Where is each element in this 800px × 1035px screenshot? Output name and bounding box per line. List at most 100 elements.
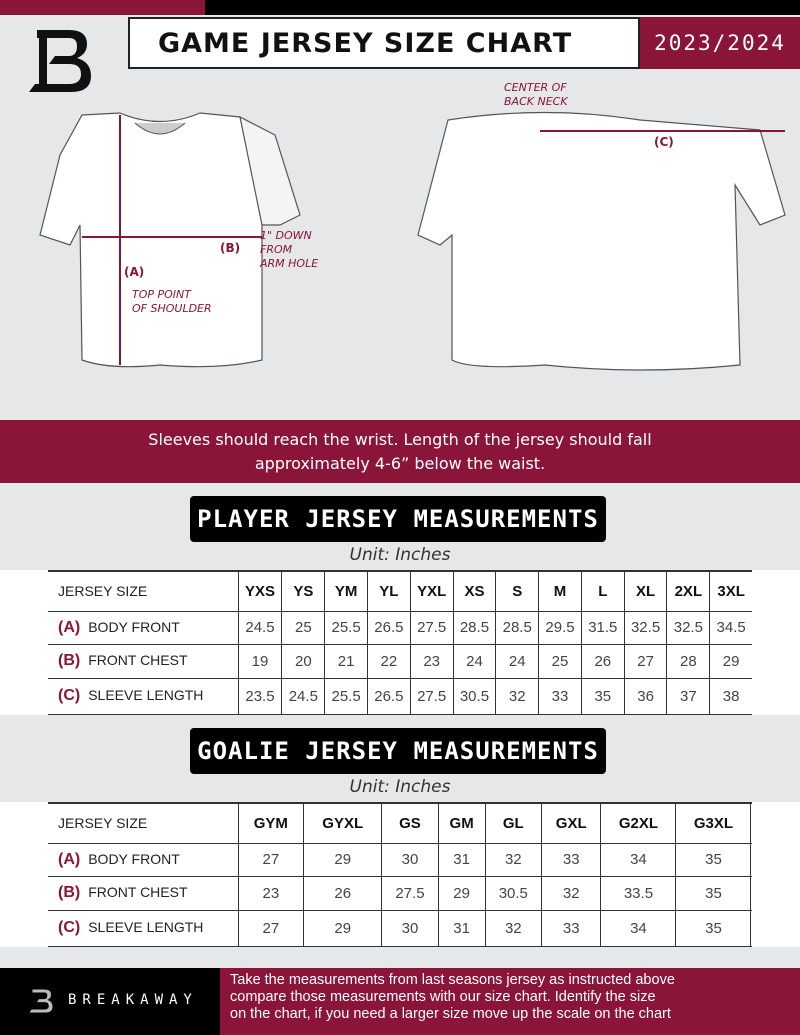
footer-instructions: Take the measurements from last seasons … (220, 968, 800, 1035)
cell-value: 36 (624, 678, 668, 715)
cell-value: 33.5 (600, 876, 677, 911)
row-name: SLEEVE LENGTH (88, 687, 204, 703)
top-accent-bar (0, 0, 205, 15)
size-header: GL (485, 802, 543, 844)
table-row: (B) FRONT CHEST 23 26 27.5 29 30.5 32 33.5 35 (48, 876, 752, 911)
row-code: (C) (58, 687, 81, 704)
cell-value: 31 (438, 910, 486, 947)
header-label: JERSEY SIZE (48, 570, 239, 612)
cell-value: 32 (485, 843, 543, 877)
cell-value: 30.5 (485, 876, 543, 911)
cell-value: 35 (675, 843, 752, 877)
row-code: (A) (58, 850, 81, 868)
cell-value: 28.5 (453, 611, 497, 645)
cell-value: 32 (541, 876, 602, 911)
cell-value: 32 (495, 678, 540, 715)
size-header: GYM (238, 802, 305, 844)
cell-value: 27.5 (410, 678, 454, 715)
note-back-neck: CENTER OF BACK NECK (504, 81, 568, 108)
size-header: GS (381, 802, 439, 844)
cell-value: 29.5 (538, 611, 582, 645)
row-code: (B) (58, 652, 81, 669)
cell-value: 32.5 (666, 611, 711, 645)
size-header: YS (281, 570, 326, 612)
cell-value: 35 (675, 910, 752, 947)
cell-value: 34.5 (709, 611, 752, 645)
page-title: GAME JERSEY SIZE CHART (128, 17, 640, 69)
cell-value: 27.5 (381, 876, 439, 911)
cell-value: 19 (238, 644, 283, 679)
goalie-section-title: GOALIE JERSEY MEASUREMENTS (190, 728, 606, 774)
cell-value: 24.5 (238, 611, 283, 645)
cell-value: 25.5 (324, 611, 368, 645)
cell-value: 21 (324, 644, 368, 679)
size-header: XL (624, 570, 668, 612)
size-header: S (495, 570, 540, 612)
size-header: GXL (541, 802, 602, 844)
cell-value: 25 (281, 611, 326, 645)
row-name: BODY FRONT (88, 850, 180, 867)
breakaway-logo (29, 30, 91, 92)
table-row: (A) BODY FRONT 27 29 30 31 32 33 34 35 (48, 843, 752, 877)
size-header: 3XL (709, 570, 752, 612)
table-row: (C) SLEEVE LENGTH 23.5 24.5 25.5 26.5 27.5 30.5… (48, 678, 752, 715)
instruction-banner: Sleeves should reach the wrist. Length o… (0, 420, 800, 483)
cell-value: 38 (709, 678, 752, 715)
size-header: YL (367, 570, 411, 612)
cell-value: 33 (541, 843, 602, 877)
row-name: FRONT CHEST (88, 884, 188, 900)
size-header: GYXL (303, 802, 383, 844)
row-name: FRONT CHEST (88, 652, 188, 668)
cell-value: 26 (303, 876, 383, 911)
label-c: (C) (654, 135, 674, 149)
cell-value: 30 (381, 843, 439, 877)
cell-value: 29 (303, 843, 383, 877)
table-row: (B) FRONT CHEST 19 20 21 22 23 24 24 25 26 27 28 29 (48, 644, 752, 679)
cell-value: 24 (495, 644, 540, 679)
cell-value: 23.5 (238, 678, 283, 715)
footer-logo (29, 989, 53, 1013)
table-row: (A) BODY FRONT 24.5 25 25.5 26.5 27.5 28.5 28.5 2… (48, 611, 752, 645)
label-b: (B) (220, 241, 241, 255)
label-a: (A) (124, 265, 145, 279)
cell-value: 23 (238, 876, 305, 911)
cell-value: 37 (666, 678, 711, 715)
cell-value: 22 (367, 644, 411, 679)
cell-value: 31 (438, 843, 486, 877)
cell-value: 23 (410, 644, 454, 679)
size-header: YM (324, 570, 368, 612)
row-code: (C) (58, 919, 81, 936)
cell-value: 24 (453, 644, 497, 679)
goalie-unit: Unit: Inches (349, 777, 451, 797)
cell-value: 25 (538, 644, 582, 679)
row-code: (B) (58, 884, 81, 901)
row-code: (A) (58, 618, 81, 636)
player-section-title: PLAYER JERSEY MEASUREMENTS (190, 496, 606, 542)
size-header: G2XL (600, 802, 677, 844)
cell-value: 26.5 (367, 611, 411, 645)
cell-value: 28.5 (495, 611, 540, 645)
cell-value: 29 (438, 876, 486, 911)
cell-value (750, 910, 752, 947)
cell-value: 29 (709, 644, 752, 679)
size-header (750, 802, 752, 844)
jersey-diagram (39, 111, 786, 371)
table-row: (C) SLEEVE LENGTH 27 29 30 31 32 33 34 35 (48, 910, 752, 947)
row-name: BODY FRONT (88, 618, 180, 635)
player-size-table: JERSEY SIZE YXS YS YM YL YXL XS S M L XL 2XL 3XL (A) B… (48, 570, 752, 715)
cell-value: 30 (381, 910, 439, 947)
size-header: XS (453, 570, 497, 612)
cell-value: 27 (238, 843, 305, 877)
cell-value: 32.5 (624, 611, 668, 645)
cell-value: 20 (281, 644, 326, 679)
cell-value: 31.5 (581, 611, 625, 645)
size-header: M (538, 570, 582, 612)
cell-value: 26 (581, 644, 625, 679)
cell-value: 27 (624, 644, 668, 679)
cell-value: 35 (581, 678, 625, 715)
cell-value: 25.5 (324, 678, 368, 715)
size-header: G3XL (675, 802, 752, 844)
cell-value (750, 843, 752, 877)
brand-name: BREAKAWAY (68, 992, 198, 1008)
cell-value: 34 (600, 843, 677, 877)
